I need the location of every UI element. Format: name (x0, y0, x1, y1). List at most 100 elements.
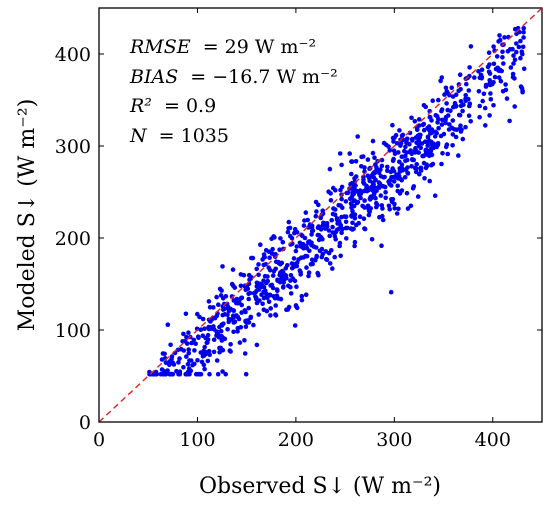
x-tick-label: 0 (93, 429, 105, 451)
scatter-point (520, 51, 525, 57)
scatter-point (186, 350, 192, 356)
scatter-point (339, 196, 344, 202)
scatter-point (178, 346, 184, 352)
scatter-point (426, 139, 431, 145)
scatter-point (405, 206, 411, 211)
scatter-point (264, 308, 270, 314)
scatter-point (387, 148, 393, 153)
scatter-point (466, 113, 472, 118)
scatter-point (272, 295, 278, 301)
scatter-point (391, 148, 397, 153)
scatter-point (372, 155, 377, 160)
scatter-point (521, 35, 526, 40)
scatter-point (273, 253, 278, 259)
scatter-point (483, 123, 488, 128)
scatter-point (309, 232, 314, 237)
scatter-point (486, 69, 492, 75)
scatter-point (460, 108, 465, 114)
scatter-point (503, 87, 509, 93)
scatter-point (445, 151, 451, 157)
scatter-point (440, 117, 445, 123)
scatter-point (180, 339, 185, 344)
scatter-point (254, 288, 259, 294)
scatter-point (288, 273, 294, 278)
scatter-point (237, 340, 243, 345)
scatter-point (390, 166, 396, 171)
scatter-point (306, 270, 312, 275)
scatter-point (162, 351, 167, 357)
scatter-point (425, 125, 430, 131)
scatter-point (376, 180, 382, 185)
scatter-point (215, 371, 221, 377)
scatter-point (313, 213, 319, 219)
scatter-point (420, 153, 425, 159)
scatter-point (458, 87, 463, 92)
scatter-point (332, 254, 338, 260)
scatter-point (186, 330, 191, 336)
scatter-point (398, 143, 403, 148)
scatter-point (279, 260, 285, 266)
scatter-point (286, 219, 292, 225)
scatter-point (454, 103, 459, 109)
scatter-point (331, 185, 336, 191)
scatter-point (508, 65, 514, 70)
scatter-point (300, 241, 306, 247)
scatter-point (351, 226, 356, 232)
scatter-point (279, 276, 284, 282)
scatter-point (477, 114, 482, 120)
scatter-point (386, 203, 392, 209)
scatter-point (266, 299, 272, 305)
scatter-point (468, 44, 474, 49)
scatter-point (168, 342, 173, 348)
scatter-point (480, 98, 486, 104)
scatter-point (348, 181, 353, 187)
scatter-point (380, 217, 386, 223)
scatter-point (511, 53, 516, 58)
scatter-point (404, 190, 410, 196)
scatter-point (294, 305, 300, 311)
scatter-point (492, 74, 498, 80)
scatter-point (476, 89, 482, 94)
scatter-point (277, 247, 282, 252)
scatter-point (207, 305, 213, 310)
scatter-point (394, 211, 400, 216)
scatter-point (283, 265, 289, 271)
y-tick-label: 200 (55, 228, 91, 250)
scatter-point (372, 170, 378, 176)
scatter-point (350, 220, 355, 226)
scatter-point (239, 310, 244, 315)
scatter-point (344, 236, 349, 241)
scatter-point (518, 38, 523, 44)
scatter-point (361, 181, 367, 186)
scatter-point (185, 362, 191, 367)
scatter-point (414, 127, 420, 132)
scatter-point (310, 261, 315, 267)
scatter-point (206, 299, 212, 304)
scatter-point (200, 354, 206, 359)
scatter-point (393, 132, 399, 138)
scatter-point (467, 101, 473, 106)
scatter-point (383, 142, 389, 148)
scatter-point (512, 26, 518, 32)
scatter-point (409, 164, 414, 169)
scatter-point (405, 136, 410, 142)
scatter-point (317, 225, 323, 231)
scatter-point (460, 136, 466, 142)
scatter-point (334, 217, 340, 223)
scatter-point (388, 289, 394, 295)
scatter-point (275, 277, 280, 283)
scatter-point (303, 253, 308, 259)
scatter-point (458, 99, 464, 104)
y-tick-label: 300 (55, 136, 91, 158)
scatter-point (205, 340, 210, 345)
scatter-point (337, 240, 343, 246)
scatter-point (238, 325, 244, 330)
scatter-point (199, 359, 205, 365)
x-tick-label: 400 (475, 429, 511, 451)
y-axis-label: Modeled S↓ (W m⁻²) (15, 99, 40, 332)
scatter-point (504, 96, 510, 101)
scatter-point (423, 148, 429, 153)
scatter-point (332, 207, 338, 212)
scatter-point (487, 113, 492, 118)
scatter-point (488, 97, 494, 102)
